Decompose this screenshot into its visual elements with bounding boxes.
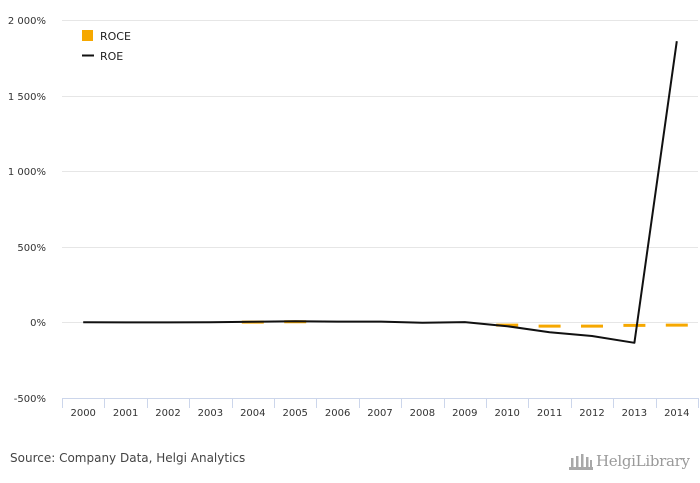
series-layer	[83, 41, 688, 344]
grid-lines	[62, 20, 698, 399]
x-tick-label: 2006	[325, 408, 350, 419]
x-tick-label: 2001	[113, 408, 138, 419]
x-tick-label: 2000	[70, 408, 95, 419]
x-tick-label: 2010	[494, 408, 519, 419]
x-tick-label: 2013	[622, 408, 647, 419]
helgi-library-logo: HelgiLibrary	[568, 448, 690, 474]
x-tick-label: 2008	[410, 408, 435, 419]
x-tick-label: 2014	[664, 408, 689, 419]
x-tick-label: 2011	[537, 408, 562, 419]
x-tick-label: 2012	[579, 408, 604, 419]
x-tick-label: 2005	[282, 408, 307, 419]
y-axis: -500% 0% 500% 1 000% 1 500% 2 000%	[8, 16, 46, 405]
y-tick-label: 0%	[30, 318, 46, 329]
x-tick-label: 2003	[198, 408, 223, 419]
library-building-icon	[569, 454, 593, 470]
legend-roce-swatch	[82, 30, 93, 41]
brand-name: HelgiLibrary	[596, 452, 690, 470]
y-tick-label: 1 000%	[8, 167, 46, 178]
x-tick-label: 2004	[240, 408, 265, 419]
legend: ROCE ROE	[82, 30, 131, 63]
y-tick-label: 500%	[17, 243, 46, 254]
y-tick-label: -500%	[14, 394, 46, 405]
x-tick-label: 2007	[367, 408, 392, 419]
x-tick-label: 2002	[155, 408, 180, 419]
legend-roce-label[interactable]: ROCE	[100, 30, 131, 43]
x-axis: 2000 2001 2002 2003 2004 2005 2006 2007 2008 2009…	[62, 398, 699, 419]
chart-area: -500%0%500%1 000%1 500%2 000% 2000 2001 20…	[8, 16, 699, 419]
y-tick-label: 1 500%	[8, 92, 46, 103]
legend-roe-label[interactable]: ROE	[100, 50, 123, 63]
source-note: Source: Company Data, Helgi Analytics	[10, 451, 246, 465]
roe-line	[83, 41, 678, 344]
x-tick-label: 2009	[452, 408, 477, 419]
y-tick-label: 2 000%	[8, 16, 46, 27]
